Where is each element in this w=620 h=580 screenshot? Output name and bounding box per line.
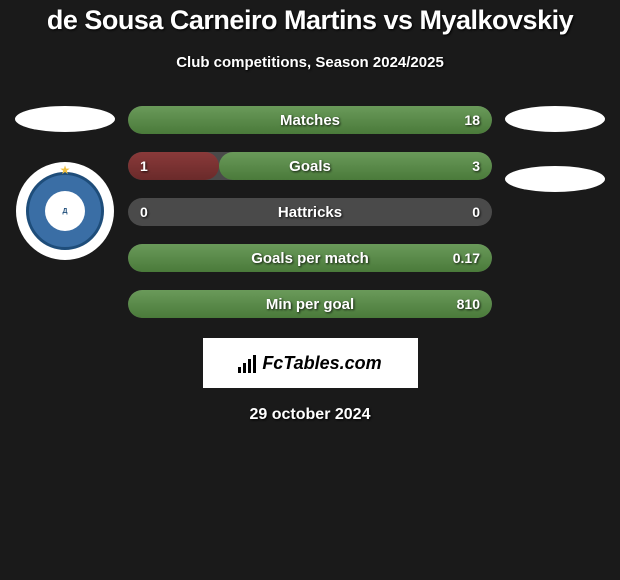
stat-value-right: 18 bbox=[464, 112, 480, 128]
stat-value-right: 0 bbox=[472, 204, 480, 220]
club-emblem-center: Д bbox=[45, 191, 85, 231]
stat-value-right: 0.17 bbox=[453, 250, 480, 266]
date-stamp: 29 october 2024 bbox=[0, 406, 620, 424]
comparison-widget: de Sousa Carneiro Martins vs Myalkovskiy… bbox=[0, 0, 620, 580]
source-logo-text: FcTables.com bbox=[262, 353, 381, 374]
player-photo-left bbox=[15, 106, 115, 132]
stats-column: Matches 18 1 Goals 3 0 Hattricks 0 Goals per mat… bbox=[120, 106, 500, 318]
stat-label: Hattricks bbox=[278, 204, 342, 221]
subtitle: Club competitions, Season 2024/2025 bbox=[0, 54, 620, 71]
stat-bar: 0 Hattricks 0 bbox=[128, 198, 492, 226]
left-player-col: ★ Д bbox=[10, 106, 120, 318]
stat-label: Goals per match bbox=[251, 250, 369, 267]
stat-value-right: 810 bbox=[457, 296, 480, 312]
stat-label: Goals bbox=[289, 158, 331, 175]
right-player-col bbox=[500, 106, 610, 318]
stat-value-left: 1 bbox=[140, 158, 148, 174]
stat-bar: 1 Goals 3 bbox=[128, 152, 492, 180]
stat-bar: Goals per match 0.17 bbox=[128, 244, 492, 272]
stat-value-left: 0 bbox=[140, 204, 148, 220]
stat-bar: Min per goal 810 bbox=[128, 290, 492, 318]
page-title: de Sousa Carneiro Martins vs Myalkovskiy bbox=[0, 5, 620, 36]
source-logo: FcTables.com bbox=[203, 338, 418, 388]
stat-fill-right bbox=[219, 152, 492, 180]
stat-value-right: 3 bbox=[472, 158, 480, 174]
star-icon: ★ bbox=[60, 163, 71, 177]
club-badge-right bbox=[505, 166, 605, 192]
club-badge-left: ★ Д bbox=[16, 162, 114, 260]
stat-label: Matches bbox=[280, 112, 340, 129]
stat-label: Min per goal bbox=[266, 296, 354, 313]
player-photo-right bbox=[505, 106, 605, 132]
chart-icon bbox=[238, 353, 256, 373]
content-row: ★ Д Matches 18 1 Goals 3 0 Hattricks 0 Goals per… bbox=[0, 106, 620, 318]
stat-bar: Matches 18 bbox=[128, 106, 492, 134]
